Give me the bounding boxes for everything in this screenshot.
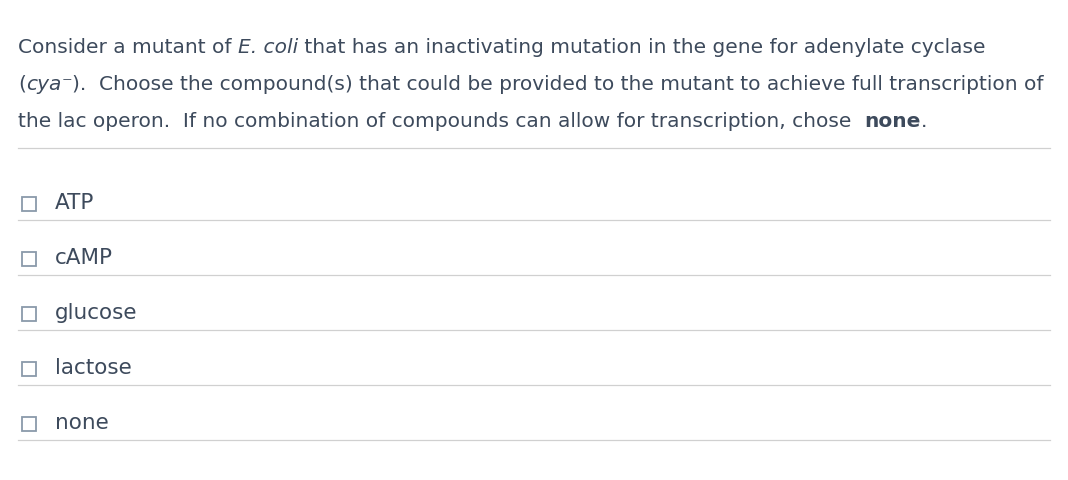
Text: E. coli: E. coli xyxy=(238,38,298,57)
Text: Consider a mutant of: Consider a mutant of xyxy=(18,38,238,57)
Text: cya: cya xyxy=(26,75,61,94)
Text: that has an inactivating mutation in the gene for adenylate cyclase: that has an inactivating mutation in the… xyxy=(298,38,986,57)
Text: ).  Choose the compound(s) that could be provided to the mutant to achieve full : ). Choose the compound(s) that could be … xyxy=(72,75,1043,94)
Text: lactose: lactose xyxy=(54,358,131,378)
Text: the lac operon.  If no combination of compounds can allow for transcription, cho: the lac operon. If no combination of com… xyxy=(18,112,864,131)
Text: ⁻: ⁻ xyxy=(61,75,72,94)
Text: none: none xyxy=(54,413,109,433)
Text: glucose: glucose xyxy=(54,303,138,323)
Text: none: none xyxy=(864,112,921,131)
Text: .: . xyxy=(921,112,927,131)
Text: (: ( xyxy=(18,75,26,94)
Text: cAMP: cAMP xyxy=(54,248,113,268)
Text: ATP: ATP xyxy=(54,193,94,213)
